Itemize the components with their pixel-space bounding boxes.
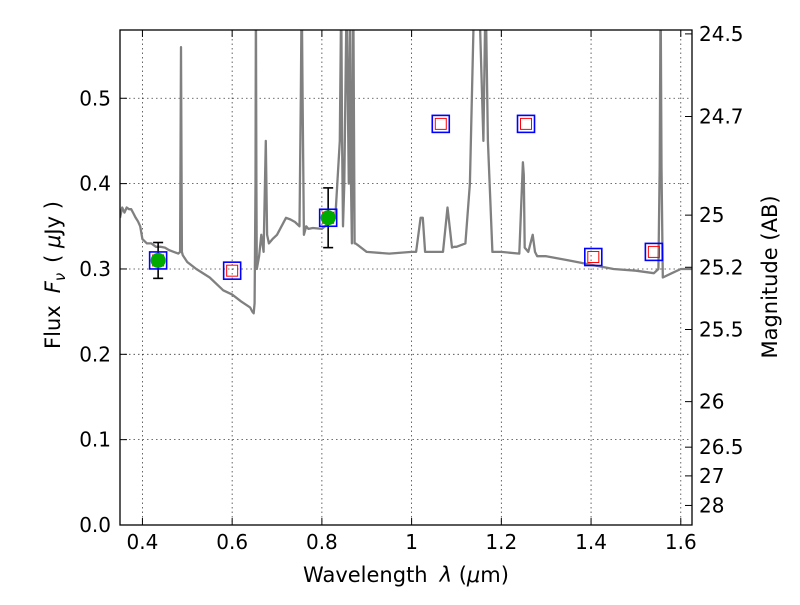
model-flux-inner <box>226 264 239 277</box>
x-axis-title: Wavelength λ (μm) <box>303 563 509 587</box>
grid <box>120 30 692 526</box>
x-tick-label: 1 <box>405 530 418 554</box>
y-tick-label: 0.3 <box>79 257 111 281</box>
y2-tick-label: 25.2 <box>699 255 744 279</box>
model-flux-marker <box>148 251 168 270</box>
model-flux-inner <box>520 117 533 130</box>
y2-tick-label: 26.5 <box>699 435 744 459</box>
y-tick-label: 0.5 <box>79 86 111 110</box>
model-flux-marker <box>222 261 242 280</box>
spectrum-series <box>120 30 692 315</box>
model-flux-marker <box>318 208 338 228</box>
model-flux-inner <box>647 245 660 258</box>
y2-tick-label: 25.5 <box>699 317 744 341</box>
x-tick-label: 1.2 <box>485 530 517 554</box>
y-tick-label: 0.2 <box>79 342 111 366</box>
y-tick-label: 0.1 <box>79 428 111 452</box>
y2-tick-label: 27 <box>699 464 724 488</box>
y2-tick-label: 26 <box>699 390 724 414</box>
x-tick-label: 1.6 <box>665 530 697 554</box>
observed-flux-point <box>150 252 166 268</box>
observed-flux-point <box>320 210 336 226</box>
y-tick-label: 0.0 <box>79 513 111 537</box>
model-flux-marker <box>644 242 664 262</box>
x-tick-label: 0.8 <box>306 530 338 554</box>
model-flux-marker <box>431 114 451 134</box>
y2-tick-label: 24.5 <box>699 22 744 46</box>
model-flux-inner <box>434 117 447 130</box>
photometry-points <box>148 114 664 280</box>
plot-frame <box>119 29 693 526</box>
y2-tick-label: 28 <box>699 493 724 517</box>
spectrum-line <box>120 30 692 315</box>
y2-axis-title: Magnitude (AB) <box>758 195 782 358</box>
x-tick-label: 1.4 <box>575 530 607 554</box>
axis-ticks: 0.4 0.6 0.8 1 1.2 1.4 1.6 0.0 0.1 0.2 0.3 0.4 0.5 24.… <box>79 22 743 554</box>
x-tick-label: 0.4 <box>127 530 159 554</box>
model-flux-inner <box>587 251 600 264</box>
y-axis-title: FluxFν( μJy ) <box>41 201 69 349</box>
y2-tick-label: 25 <box>699 203 724 227</box>
model-flux-marker <box>516 114 536 134</box>
model-flux-marker <box>584 247 603 267</box>
x-tick-label: 0.6 <box>216 530 248 554</box>
y2-tick-label: 24.7 <box>699 105 744 129</box>
y-tick-label: 0.4 <box>79 172 111 196</box>
